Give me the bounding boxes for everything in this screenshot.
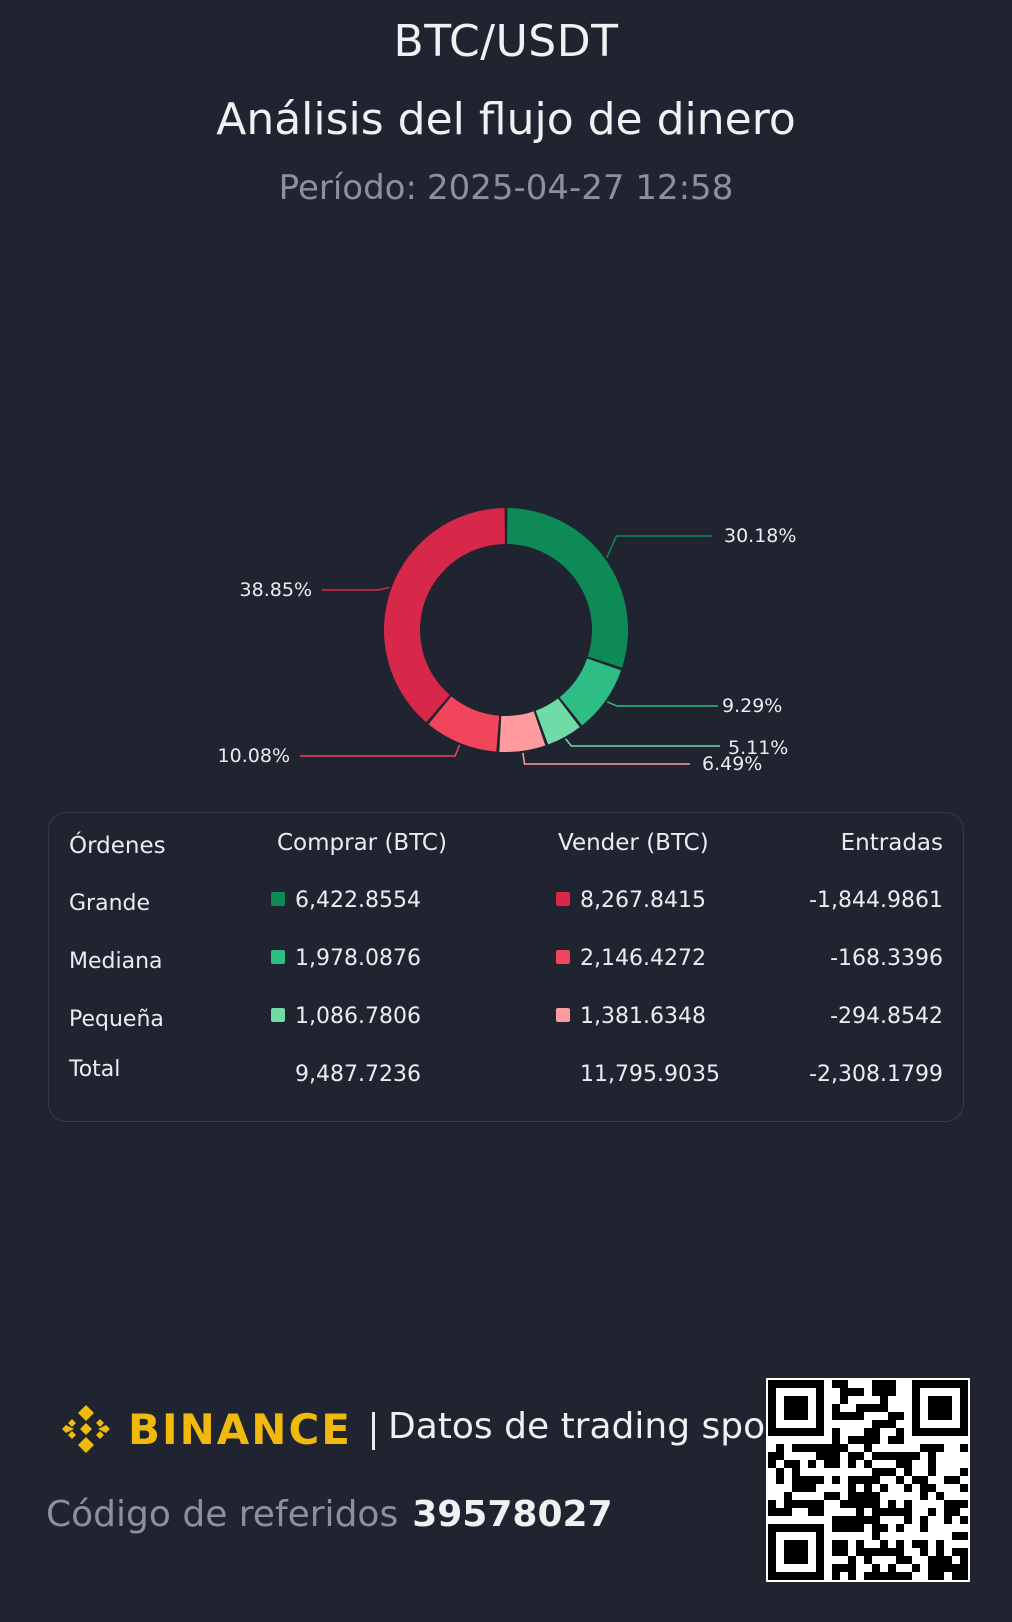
referral-info: Código de referidos 39578027 [46,1494,613,1535]
donut-slice [559,658,622,726]
row-order-label: Grande [69,891,151,916]
referral-code: 39578027 [412,1494,613,1535]
total-sell-value: 11,795.9035 [580,1062,720,1087]
binance-logo: BINANCE [56,1398,352,1460]
leader-line [522,752,690,765]
slice-percent-label: 6.49% [702,753,762,775]
slice-percent-label: 38.85% [240,579,312,601]
sell-color-swatch [556,950,570,964]
sell-color-swatch [556,892,570,906]
footer-divider [372,1412,375,1450]
column-header-buy: Comprar (BTC) [277,830,447,856]
spot-trading-label: Datos de trading spot [388,1406,780,1447]
row-buy-value: 6,422.8554 [271,888,421,913]
money-flow-donut-chart: 30.18% 9.29% 5.11%6.49% 10.08% 38.85% [218,508,796,775]
row-inflow-value: -294.8542 [830,1004,943,1029]
leader-line [300,744,461,757]
period-value: 2025-04-27 12:58 [426,168,734,208]
leader-line [322,586,390,591]
total-buy-value: 9,487.7236 [295,1062,421,1087]
row-sell-value: 2,146.4272 [556,946,706,971]
column-header-inflow: Entradas [840,830,943,856]
slice-percent-label: 30.18% [724,525,796,547]
period: Período: 2025-04-27 12:58 [0,168,1012,208]
row-sell-value: 1,381.6348 [556,1004,706,1029]
row-order-label: Mediana [69,949,163,974]
row-buy-value: 1,978.0876 [271,946,421,971]
trading-pair: BTC/USDT [393,16,619,67]
qr-code-icon[interactable] [766,1378,970,1582]
buy-color-swatch [271,950,285,964]
period-label: Período: [278,168,417,208]
column-header-sell: Vender (BTC) [558,830,709,856]
total-inflow-value: -2,308.1799 [809,1062,943,1087]
slice-percent-label: 5.11% [728,737,788,759]
donut-slice [507,508,628,668]
buy-color-swatch [271,892,285,906]
column-header-orders: Órdenes [69,833,166,859]
row-sell-value: 8,267.8415 [556,888,706,913]
row-inflow-value: -168.3396 [830,946,943,971]
leader-line [606,701,718,707]
binance-diamond-icon [62,1405,110,1453]
slice-percent-label: 9.29% [722,695,782,717]
row-buy-value: 1,086.7806 [271,1004,421,1029]
leader-line [564,738,720,747]
row-order-label: Pequeña [69,1007,164,1032]
donut-slice [499,711,546,752]
row-inflow-value: -1,844.9861 [809,888,943,913]
donut-slice [535,698,580,745]
money-flow-table: Órdenes Comprar (BTC) Vender (BTC) Entra… [48,812,964,1122]
total-label: Total [69,1057,121,1082]
leader-line [606,535,712,558]
referral-label: Código de referidos [46,1494,399,1535]
donut-slice [428,696,500,752]
page-title: Análisis del flujo de dinero [216,94,796,145]
donut-slice [383,508,505,723]
brand-name: BINANCE [128,1404,352,1454]
sell-color-swatch [556,1008,570,1022]
slice-percent-label: 10.08% [218,745,290,767]
buy-color-swatch [271,1008,285,1022]
